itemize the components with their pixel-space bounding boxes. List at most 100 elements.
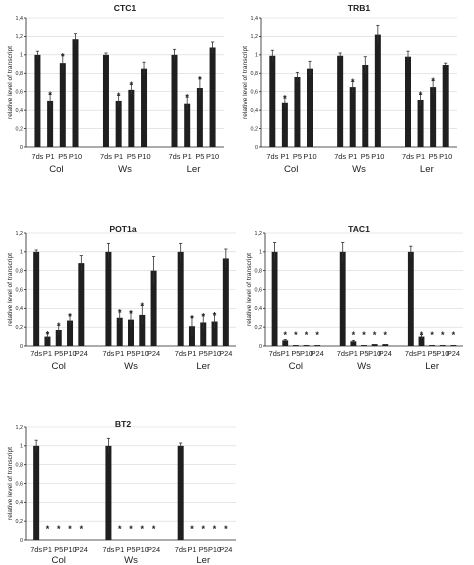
x-tick-label: P10 [368,349,381,358]
x-tick-label: P1 [115,349,124,358]
significance-star: * [202,524,206,534]
x-tick-label: P1 [43,349,52,358]
y-tick-label: 0,8 [16,462,24,468]
significance-star: * [48,90,52,100]
significance-star: * [452,330,456,340]
x-tick-label: P1 [43,545,52,554]
group-label: Ler [425,361,440,372]
bar [72,39,79,147]
y-tick-label: 0,8 [251,71,259,77]
bar [271,251,278,346]
y-tick-label: 0 [20,538,23,544]
bar [405,56,411,148]
significance-star: * [373,330,377,340]
x-tick-label: P1 [280,152,289,161]
x-tick-label: P5 [127,152,136,161]
bar [371,344,378,346]
group-label: Col [52,361,66,372]
bar [281,102,288,147]
bar [349,87,356,147]
significance-star: * [213,524,217,534]
x-tick-label: P10 [63,545,76,554]
bar [442,64,449,147]
x-tick-label: P5 [293,152,302,161]
bar [128,319,134,346]
y-axis-label: relative level of transcript [246,253,253,326]
bar [222,258,229,346]
significance-star: * [117,91,121,101]
significance-star: * [118,524,122,534]
x-tick-label: 7ds [102,349,114,358]
significance-star: * [283,330,287,340]
bar [177,445,184,540]
x-tick-label: P24 [75,545,88,554]
y-tick-label: 1 [259,250,262,256]
x-tick-label: P5 [195,152,204,161]
bar [292,345,299,346]
y-tick-label: 1,4 [251,16,259,22]
x-tick-label: 7ds [266,152,278,161]
y-tick-label: 0,4 [255,306,263,312]
bar [307,68,313,147]
group-label: Ws [118,164,132,175]
bar [188,326,195,346]
bar [139,314,146,346]
x-tick-label: P24 [447,349,460,358]
x-tick-label: P24 [147,349,160,358]
x-tick-label: P10 [137,152,150,161]
bar [209,47,216,147]
x-tick-label: P5 [54,349,63,358]
significance-star: * [57,321,61,331]
chart-panel-bt2: 0 0,2 0,4 0,6 0,8 1 1,2 BT2 relative level of tr… [7,419,236,565]
x-tick-label: 7ds [175,545,187,554]
bar [314,345,321,346]
x-tick-label: P1 [115,545,124,554]
significance-star: * [431,76,435,86]
x-tick-label: P24 [75,349,88,358]
bar [200,322,207,346]
y-tick-label: 1 [20,444,23,450]
significance-star: * [46,524,50,534]
significance-star: * [152,524,156,534]
bar [34,54,41,147]
significance-star: * [141,301,145,311]
bar [450,345,457,346]
group-label: Ler [196,555,211,565]
chart-title: BT2 [115,419,131,429]
significance-star: * [419,90,423,100]
y-tick-label: 1,2 [16,231,24,237]
y-tick-label: 0 [255,145,258,151]
y-tick-label: 1,2 [255,231,263,237]
significance-star: * [185,93,189,103]
group-label: Ws [352,164,366,175]
y-tick-label: 0,2 [16,519,24,525]
significance-star: * [283,94,287,104]
x-tick-label: 7ds [402,152,414,161]
y-tick-label: 0,4 [251,108,259,114]
x-tick-label: 7ds [102,545,114,554]
significance-star: * [441,330,445,340]
significance-star: * [202,311,206,321]
y-tick-label: 0 [20,145,23,151]
bar [116,317,123,346]
bar [128,89,135,147]
x-tick-label: P5 [429,152,438,161]
bar [150,270,157,346]
x-tick-label: P10 [371,152,384,161]
group-label: Ws [124,555,138,565]
x-tick-label: P5 [361,152,370,161]
x-tick-label: P5 [428,349,437,358]
x-tick-label: P10 [208,349,221,358]
x-tick-label: P5 [126,349,135,358]
significance-star: * [305,330,309,340]
x-tick-label: 7ds [30,545,42,554]
x-tick-label: P1 [416,152,425,161]
x-tick-label: P24 [147,545,160,554]
bar [350,341,357,346]
group-label: Col [52,555,66,565]
x-tick-label: P10 [69,152,82,161]
bar [303,345,310,346]
x-tick-label: 7ds [405,349,417,358]
y-axis-label: relative level of transcript [242,46,249,119]
chart-title: TRB1 [348,3,371,13]
